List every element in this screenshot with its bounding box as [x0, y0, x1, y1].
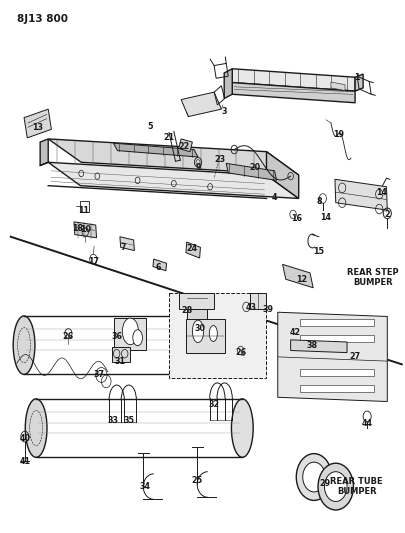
Polygon shape [111, 348, 129, 362]
Polygon shape [226, 164, 276, 180]
Text: BUMPER: BUMPER [336, 487, 375, 496]
Text: 44: 44 [361, 419, 372, 429]
Text: 17: 17 [88, 257, 99, 265]
Ellipse shape [122, 318, 138, 345]
Text: 29: 29 [318, 479, 329, 488]
Polygon shape [354, 74, 362, 91]
Text: 8J13 800: 8J13 800 [17, 14, 68, 24]
Text: 1: 1 [354, 72, 359, 82]
Text: 14: 14 [375, 188, 386, 197]
Polygon shape [114, 318, 145, 351]
Polygon shape [232, 69, 354, 91]
Text: 28: 28 [181, 305, 192, 314]
Text: 33: 33 [107, 416, 118, 425]
Polygon shape [330, 82, 344, 91]
Text: 34: 34 [139, 482, 150, 491]
Ellipse shape [25, 399, 47, 457]
Polygon shape [48, 163, 298, 198]
Polygon shape [178, 139, 192, 152]
Polygon shape [299, 335, 373, 342]
Text: 20: 20 [249, 163, 260, 172]
Polygon shape [74, 222, 96, 238]
Polygon shape [334, 179, 386, 210]
Polygon shape [185, 319, 224, 353]
Ellipse shape [231, 399, 253, 457]
Ellipse shape [13, 316, 35, 374]
Polygon shape [113, 143, 198, 157]
Text: 30: 30 [194, 324, 205, 333]
Polygon shape [24, 109, 51, 138]
Text: 9: 9 [195, 163, 200, 172]
Polygon shape [224, 69, 232, 99]
Text: 3: 3 [221, 107, 226, 116]
Ellipse shape [209, 326, 217, 342]
Text: 41: 41 [19, 457, 30, 465]
Text: 16: 16 [290, 214, 301, 223]
Text: REAR TUBE: REAR TUBE [330, 478, 382, 486]
Polygon shape [186, 309, 207, 320]
Text: REAR STEP: REAR STEP [346, 269, 398, 277]
Text: 24: 24 [185, 244, 197, 253]
Text: 32: 32 [208, 400, 219, 409]
Polygon shape [299, 368, 373, 376]
Polygon shape [119, 237, 134, 251]
Text: 10: 10 [79, 225, 91, 234]
Text: BUMPER: BUMPER [352, 278, 392, 287]
Text: 21: 21 [163, 133, 174, 142]
Text: 19: 19 [333, 130, 343, 139]
Text: 22: 22 [177, 142, 189, 151]
Text: 26: 26 [63, 332, 74, 341]
Circle shape [302, 462, 324, 492]
Text: 11: 11 [78, 206, 89, 215]
Polygon shape [299, 384, 373, 392]
Polygon shape [299, 319, 373, 326]
Ellipse shape [132, 330, 142, 346]
Polygon shape [250, 293, 266, 309]
Polygon shape [266, 152, 298, 198]
Polygon shape [277, 312, 386, 401]
Text: 25: 25 [191, 476, 202, 484]
Text: 14: 14 [319, 213, 330, 222]
Polygon shape [282, 264, 312, 288]
Text: 8: 8 [315, 197, 321, 206]
Polygon shape [181, 92, 221, 117]
Polygon shape [290, 340, 346, 353]
Text: 2: 2 [384, 210, 389, 219]
Polygon shape [179, 293, 213, 309]
Polygon shape [232, 83, 354, 103]
Polygon shape [40, 139, 48, 165]
Text: 15: 15 [313, 247, 324, 256]
Polygon shape [48, 139, 298, 175]
Text: 7: 7 [120, 244, 126, 253]
Text: 37: 37 [93, 370, 104, 379]
Text: 26: 26 [235, 348, 246, 357]
Circle shape [317, 463, 353, 510]
Text: 23: 23 [214, 155, 225, 164]
Text: 36: 36 [112, 332, 123, 341]
Text: 6: 6 [155, 263, 160, 272]
Ellipse shape [219, 316, 241, 374]
Text: 13: 13 [32, 123, 43, 132]
Polygon shape [153, 259, 166, 271]
Ellipse shape [192, 320, 203, 343]
Text: 5: 5 [147, 122, 152, 131]
Text: 31: 31 [114, 357, 125, 366]
Circle shape [296, 454, 331, 500]
Text: 40: 40 [19, 434, 30, 443]
Text: 35: 35 [123, 416, 134, 425]
Text: 27: 27 [349, 352, 360, 361]
Text: 39: 39 [262, 304, 273, 313]
Text: 12: 12 [296, 275, 307, 284]
Text: 43: 43 [245, 303, 256, 312]
Polygon shape [168, 293, 266, 378]
Text: 38: 38 [306, 341, 317, 350]
Polygon shape [185, 242, 200, 258]
Text: 42: 42 [289, 328, 300, 337]
Circle shape [324, 472, 346, 502]
Text: 18: 18 [72, 224, 83, 233]
Text: 4: 4 [271, 193, 277, 202]
